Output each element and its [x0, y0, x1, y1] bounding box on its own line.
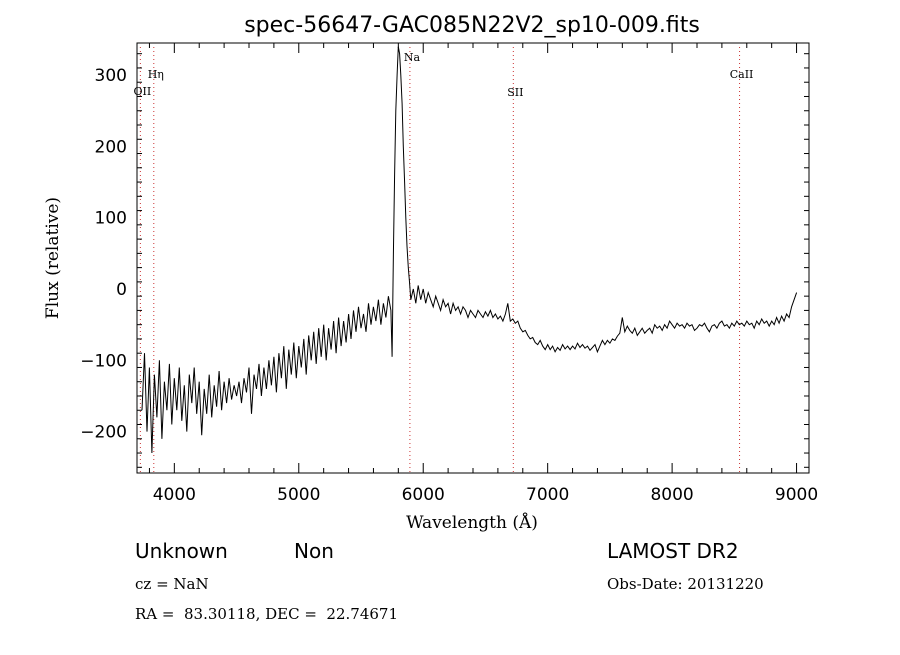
coords-label: RA = 83.30118, DEC = 22.74671: [135, 605, 398, 623]
line-marker-label-1: Hη: [148, 68, 164, 81]
y-tick-label-300: 300: [95, 66, 127, 86]
x-tick-label-9000: 9000: [775, 485, 818, 505]
y-tick-label-100: 100: [95, 209, 127, 229]
redshift-label: cz = NaN: [135, 575, 209, 593]
plot-frame: [136, 42, 810, 474]
x-tick-label-5000: 5000: [277, 485, 320, 505]
x-tick-label-8000: 8000: [650, 485, 693, 505]
y-tick-label--100: −100: [80, 351, 127, 371]
x-tick-label-7000: 7000: [526, 485, 569, 505]
classification-label: Unknown: [135, 539, 228, 563]
line-marker-label-0: OII: [134, 85, 152, 98]
line-marker-label-4: CaII: [730, 68, 754, 81]
survey-label: LAMOST DR2: [607, 539, 739, 563]
flux-series: [141, 46, 798, 454]
obs-date-label: Obs-Date: 20131220: [607, 575, 764, 593]
line-marker-label-3: SII: [507, 86, 523, 99]
x-axis-title: Wavelength (Å): [406, 512, 538, 533]
chart-title: spec-56647-GAC085N22V2_sp10-009.fits: [244, 13, 700, 38]
x-tick-label-4000: 4000: [153, 485, 196, 505]
emission-line-markers: OII Hη Na SII CaII: [134, 47, 754, 473]
y-tick-label-200: 200: [95, 137, 127, 157]
y-tick-label-0: 0: [116, 280, 127, 300]
series-line-0: [141, 46, 798, 454]
x-axis-ticks: 4000 5000 6000 7000 8000 9000: [148, 43, 818, 505]
x-tick-label-6000: 6000: [402, 485, 445, 505]
y-axis-title: Flux (relative): [43, 197, 63, 319]
subclass-label: Non: [294, 539, 334, 563]
y-axis-ticks: −200 −100 0 100 200 300: [80, 53, 809, 468]
y-tick-label--200: −200: [80, 423, 127, 443]
line-marker-label-2: Na: [404, 51, 421, 64]
